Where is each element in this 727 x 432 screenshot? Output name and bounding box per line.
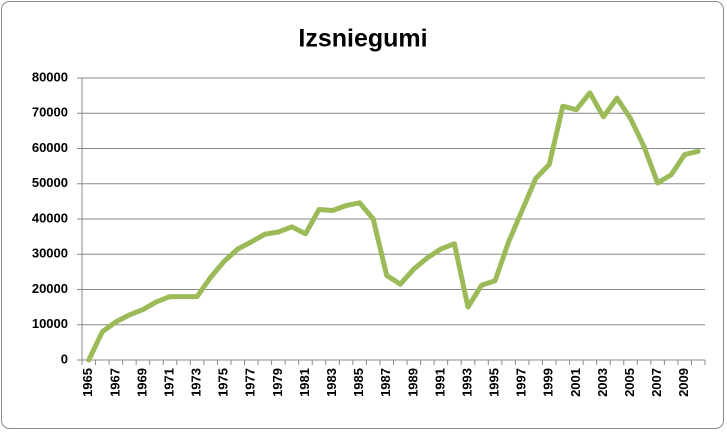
- x-tick-label: 1985: [351, 368, 366, 397]
- x-tick-label: 1987: [378, 368, 393, 397]
- x-tick-label: 2001: [568, 368, 583, 397]
- y-tick-label: 0: [61, 351, 68, 366]
- x-tick-label: 2007: [649, 368, 664, 397]
- x-tick-label: 1973: [189, 368, 204, 397]
- y-tick-label: 50000: [32, 175, 68, 190]
- x-tick-label: 1979: [270, 368, 285, 397]
- x-tick-label: 1975: [216, 368, 231, 397]
- x-tick-label: 1999: [541, 368, 556, 397]
- x-tick-label: 1969: [134, 368, 149, 397]
- y-tick-label: 20000: [32, 281, 68, 296]
- x-tick-label: 1989: [405, 368, 420, 397]
- chart-title: Izsniegumi: [298, 25, 427, 53]
- x-tick-label: 1991: [432, 368, 447, 397]
- y-tick-label: 60000: [32, 140, 68, 155]
- x-tick-label: 1983: [324, 368, 339, 397]
- x-tick-label: 1997: [514, 368, 529, 397]
- x-tick-label: 2009: [676, 368, 691, 397]
- y-tick-label: 10000: [32, 316, 68, 331]
- y-tick-label: 80000: [32, 69, 68, 84]
- x-tick-label: 1995: [487, 368, 502, 397]
- x-tick-label: 1965: [80, 368, 95, 397]
- y-tick-label: 70000: [32, 105, 68, 120]
- y-tick-label: 30000: [32, 246, 68, 261]
- x-tick-label: 1971: [161, 368, 176, 397]
- data-line: [86, 90, 701, 363]
- y-tick-label: 40000: [32, 210, 68, 225]
- x-tick-label: 1981: [297, 368, 312, 397]
- x-tick-label: 2003: [595, 368, 610, 397]
- x-tick-label: 1967: [107, 368, 122, 397]
- x-tick-label: 1977: [243, 368, 258, 397]
- x-tick-label: 2005: [622, 368, 637, 397]
- x-tick-label: 1993: [459, 368, 474, 397]
